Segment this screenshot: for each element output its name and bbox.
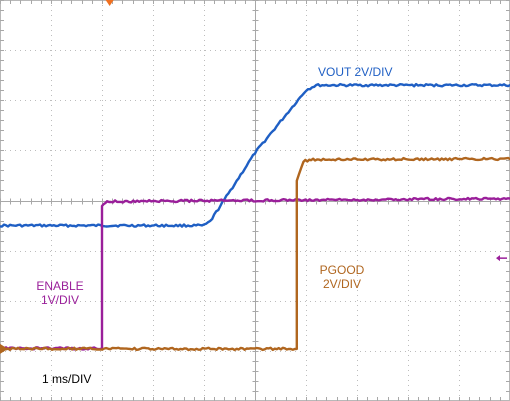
ground-reference-icon: [0, 343, 8, 354]
trace-pgood: [0, 156, 510, 352]
enable-label: ENABLE 1V/DIV: [30, 279, 90, 307]
timebase-label: 1 ms/DIV: [42, 372, 92, 386]
enable-label-line-2: 1V/DIV: [40, 293, 79, 307]
trigger-level-arrow-icon: [496, 255, 500, 262]
waveform-traces: [0, 82, 510, 352]
enable-label-line-1: ENABLE: [36, 279, 84, 293]
pgood-label-line-1: PGOOD: [319, 263, 365, 277]
trace-vout: [0, 82, 510, 228]
scope-markers: [0, 0, 507, 354]
pgood-label-line-2: 2V/DIV: [322, 277, 361, 291]
pgood-label: PGOOD 2V/DIV: [316, 263, 368, 291]
vout-label: VOUT 2V/DIV: [318, 65, 393, 79]
trigger-marker-icon: [105, 0, 114, 6]
